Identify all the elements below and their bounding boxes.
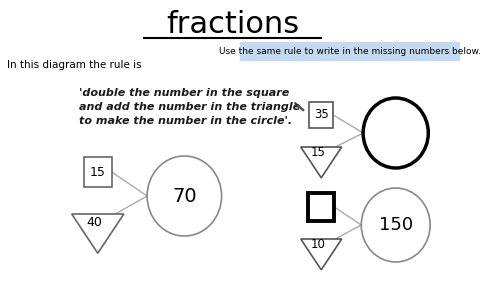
Circle shape xyxy=(147,156,222,236)
Text: fractions: fractions xyxy=(166,10,300,39)
Polygon shape xyxy=(300,239,342,270)
Text: 70: 70 xyxy=(172,187,197,205)
Text: and add the number in the triangle: and add the number in the triangle xyxy=(79,102,300,112)
Text: 10: 10 xyxy=(311,239,326,251)
Bar xyxy=(308,193,334,221)
Bar xyxy=(240,42,459,60)
Text: In this diagram the rule is: In this diagram the rule is xyxy=(6,60,141,70)
Text: 15: 15 xyxy=(311,146,326,160)
Polygon shape xyxy=(300,147,342,178)
Bar xyxy=(84,157,112,187)
Text: 'double the number in the square: 'double the number in the square xyxy=(79,88,290,98)
Circle shape xyxy=(363,98,428,168)
Text: 15: 15 xyxy=(90,166,106,178)
Polygon shape xyxy=(72,214,124,253)
Text: Use the same rule to write in the missing numbers below.: Use the same rule to write in the missin… xyxy=(218,46,480,56)
Bar xyxy=(309,102,334,128)
Circle shape xyxy=(362,188,430,262)
Text: to make the number in the circle'.: to make the number in the circle'. xyxy=(79,116,292,126)
Text: 35: 35 xyxy=(314,108,328,121)
Text: 40: 40 xyxy=(86,216,102,228)
Text: 150: 150 xyxy=(378,216,413,234)
